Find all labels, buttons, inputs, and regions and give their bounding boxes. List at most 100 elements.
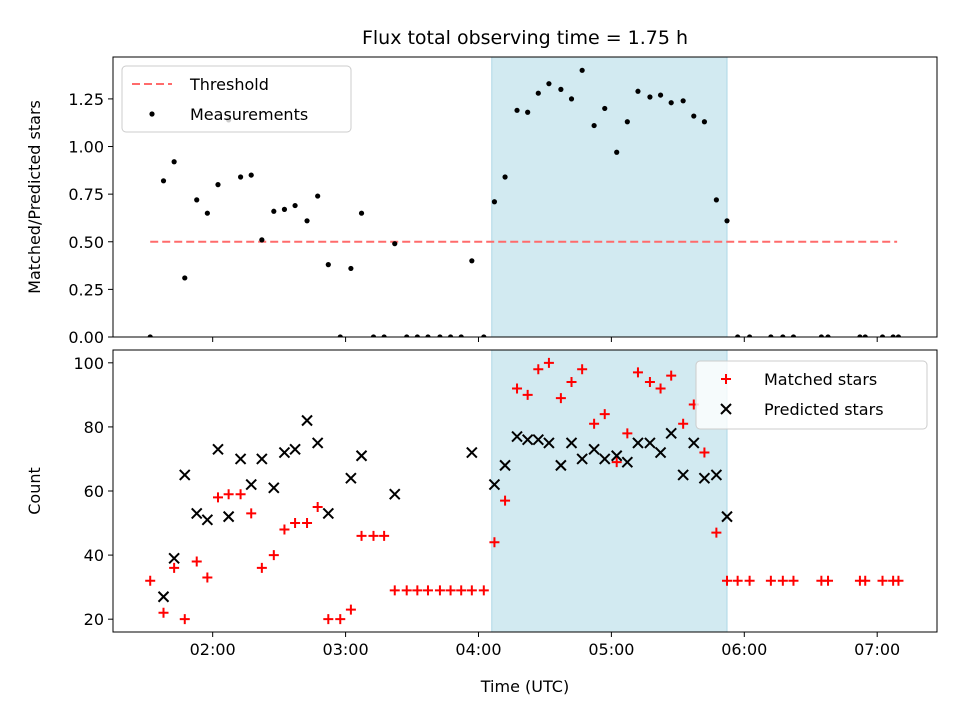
x-tick-label: 05:00 (588, 640, 634, 659)
matched-point (666, 370, 677, 381)
predicted-point (311, 437, 324, 449)
data-point (735, 334, 741, 337)
legend-label: Threshold (189, 75, 269, 94)
matched-point (599, 409, 610, 420)
predicted-point (168, 552, 180, 565)
data-point (248, 172, 254, 178)
data-point (713, 197, 719, 203)
matched-point (699, 447, 710, 458)
data-point (182, 275, 188, 281)
predicted-point (345, 472, 357, 484)
data-point (414, 334, 420, 337)
data-point (425, 334, 431, 337)
data-point (271, 208, 277, 214)
matched-point (711, 527, 722, 538)
data-point (392, 241, 398, 247)
y-tick-label: 0.75 (68, 185, 104, 204)
matched-point (877, 575, 888, 586)
matched-point (158, 607, 169, 618)
predicted-point (599, 453, 611, 465)
matched-point (732, 575, 743, 586)
y-tick-label: 20 (84, 610, 104, 629)
data-point (724, 218, 730, 224)
predicted-point (389, 488, 401, 500)
matched-point (765, 575, 776, 586)
data-point (404, 334, 410, 337)
matched-point (678, 418, 689, 429)
bottom-panel: 02:00 03:00 04:00 05:00 06:00 07:00 20 40 60 80 10… (25, 349, 938, 696)
shaded-interval (491, 56, 728, 338)
matched-point (566, 377, 577, 388)
matched-point (893, 575, 904, 586)
data-point (579, 67, 585, 73)
matched-point (860, 575, 871, 586)
predicted-point (322, 507, 335, 520)
y-tick-label: 60 (84, 482, 104, 501)
matched-point (644, 377, 655, 388)
predicted-point (289, 443, 301, 456)
predicted-point (245, 478, 257, 491)
data-point (370, 334, 377, 337)
data-point (514, 107, 520, 113)
data-point (895, 334, 902, 337)
matched-point (434, 585, 445, 596)
data-point (780, 334, 786, 337)
data-point (194, 197, 200, 203)
data-point (292, 202, 298, 209)
predicted-point (222, 510, 235, 523)
x-tick-label: 03:00 (323, 640, 369, 659)
data-point (469, 258, 475, 264)
legend-label: Matched stars (764, 370, 877, 389)
data-point (259, 237, 265, 243)
matched-point (533, 364, 544, 375)
matched-point (543, 357, 554, 368)
matched-point (422, 585, 433, 596)
predicted-point (179, 469, 191, 481)
predicted-point (644, 437, 656, 449)
matched-point (622, 428, 633, 439)
data-point (558, 86, 564, 92)
matched-point (788, 575, 799, 586)
predicted-point (565, 437, 578, 449)
data-point (668, 100, 674, 106)
predicted-point (555, 459, 567, 472)
predicted-point (576, 453, 588, 465)
data-point (481, 334, 487, 337)
matched-point (466, 585, 477, 596)
data-point (825, 334, 831, 337)
y-tick-label: 40 (84, 546, 104, 565)
matched-point (145, 575, 156, 586)
x-axis-label: Time (UTC) (480, 677, 569, 696)
data-point (491, 199, 498, 205)
predicted-point (301, 414, 313, 427)
matched-point (589, 418, 600, 429)
data-point (890, 334, 896, 337)
x-tick-label: 04:00 (455, 640, 501, 659)
matched-point (655, 383, 666, 394)
predicted-point (721, 510, 733, 523)
y-tick-label: 0.50 (68, 233, 104, 252)
matched-point (379, 530, 390, 541)
shaded-interval (491, 349, 728, 633)
data-point (747, 334, 753, 337)
data-point (337, 334, 343, 337)
x-tick-label: 06:00 (721, 640, 767, 659)
data-point (857, 334, 863, 337)
predicted-point (543, 437, 555, 449)
matched-point (345, 604, 356, 615)
predicted-point (532, 434, 544, 446)
predicted-point (688, 437, 700, 449)
data-point (447, 334, 454, 337)
data-point (862, 334, 868, 337)
y-tick-label: 1.25 (68, 90, 104, 109)
legend-label: Predicted stars (764, 400, 884, 419)
matched-point (302, 518, 313, 529)
legend-marker-swatch (149, 111, 155, 117)
data-point (635, 88, 641, 94)
predicted-point (191, 507, 203, 520)
plot-frame (112, 56, 938, 338)
predicted-point (268, 482, 280, 494)
data-point (701, 119, 708, 125)
matched-point (632, 367, 643, 378)
